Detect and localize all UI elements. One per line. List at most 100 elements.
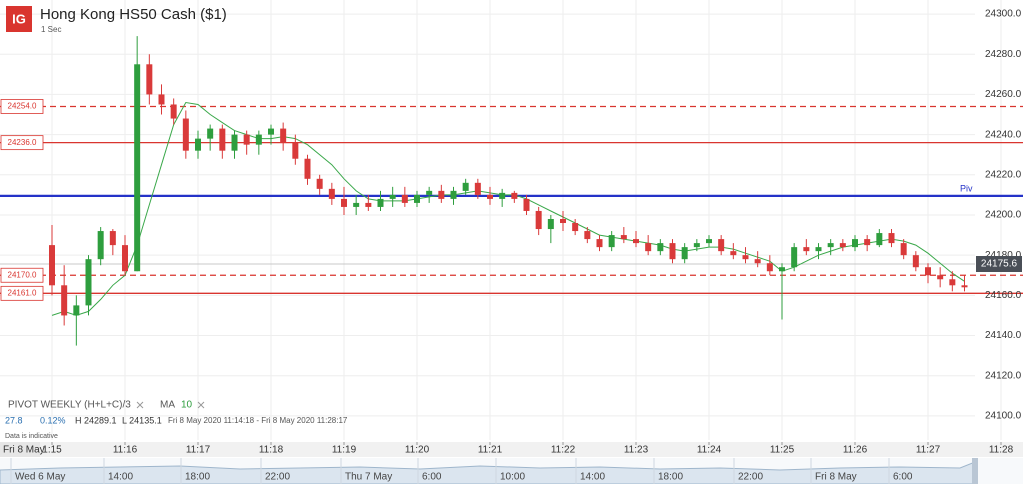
y-tick-label: 24220.0 <box>985 169 1022 180</box>
candle-body <box>389 194 396 199</box>
nav-label: Wed 6 May <box>15 472 65 483</box>
remove-icon[interactable] <box>197 401 205 409</box>
candle-body <box>231 134 238 151</box>
candle-body <box>864 239 871 246</box>
candle-body <box>438 190 445 199</box>
x-axis: 1:15 11:16 11:17 11:18 11:19 11:20 11:21 11:22 1… <box>42 442 1014 456</box>
candle-body <box>134 64 141 272</box>
x-tick-label: 1:15 <box>42 445 62 456</box>
chart-title: Hong Kong HS50 Cash ($1) <box>40 6 227 23</box>
x-tick-label: 11:19 <box>332 445 357 456</box>
candle-body <box>219 128 226 151</box>
remove-icon[interactable] <box>136 401 144 409</box>
candle-body <box>146 64 153 95</box>
nav-label: Fri 8 May <box>815 472 857 483</box>
candle-body <box>937 275 944 280</box>
candle-body <box>195 138 201 151</box>
level-label: 24254.0 <box>8 102 37 111</box>
nav-label: 22:00 <box>738 472 763 483</box>
nav-label: 10:00 <box>500 472 525 483</box>
candle-body <box>925 267 931 276</box>
logo <box>6 6 32 32</box>
candle-body <box>365 202 372 207</box>
candle-body <box>681 247 688 260</box>
candle-body <box>560 218 566 224</box>
candle-body <box>718 239 725 252</box>
candle-body <box>949 279 956 286</box>
candle-body <box>754 259 761 264</box>
y-tick-label: 24280.0 <box>985 49 1022 60</box>
candle-body <box>608 235 615 248</box>
candle-body <box>645 243 652 252</box>
candle-body <box>304 158 311 179</box>
candle-body <box>487 194 493 199</box>
time-range: Fri 8 May 2020 11:14:18 - Fri 8 May 2020… <box>168 416 348 425</box>
x-tick-label: 11:21 <box>478 445 503 456</box>
x-tick-label: 11:17 <box>186 445 211 456</box>
nav-label: 18:00 <box>658 472 683 483</box>
candle-body <box>316 178 323 189</box>
level-label-box <box>0 267 44 283</box>
marks <box>49 36 968 346</box>
nav-label: 6:00 <box>422 472 442 483</box>
x-tick-label: 11:26 <box>843 445 868 456</box>
change-pct: 0.12% <box>40 415 66 425</box>
candle-body <box>170 104 177 119</box>
candle-body <box>888 233 895 244</box>
x-tick-label: 11:20 <box>405 445 430 456</box>
candle-body <box>730 251 737 256</box>
x-tick-label: 11:24 <box>697 445 722 456</box>
x-tick-label: 11:18 <box>259 445 284 456</box>
y-tick-label: 24120.0 <box>985 370 1022 381</box>
candle-body <box>912 255 919 268</box>
nav-label: 22:00 <box>265 472 290 483</box>
candle-body <box>572 223 579 232</box>
pivot-indicator[interactable]: PIVOT WEEKLY (H+L+C)/3 <box>8 400 131 411</box>
candle-body <box>341 198 347 207</box>
change: 27.8 <box>5 415 23 425</box>
last-price-flag <box>976 256 1022 272</box>
time-axis-strip <box>0 442 1023 457</box>
ma-indicator[interactable]: MA <box>160 400 175 411</box>
note: Data is indicative <box>5 433 58 440</box>
nav-label: 18:00 <box>185 472 210 483</box>
candle-body <box>61 285 68 316</box>
candle-body <box>414 194 420 203</box>
y-tick-label: 24100.0 <box>985 411 1022 422</box>
interval: 1 Sec <box>41 25 61 34</box>
candle-body <box>182 118 189 151</box>
candle-body <box>280 128 287 143</box>
candle-body <box>328 188 335 199</box>
axis-date: Fri 8 May <box>3 445 45 456</box>
level-label: 24170.0 <box>8 270 37 279</box>
candle-body <box>584 231 591 240</box>
x-tick-label: 11:16 <box>113 445 138 456</box>
y-tick-label: 24180.0 <box>985 250 1022 261</box>
candle-body <box>462 182 469 191</box>
navigator-labels: Wed 6 May 14:00 18:00 22:00 Thu 7 May 6:00 10:… <box>10 458 913 484</box>
candle-body <box>535 210 542 230</box>
candle-body <box>633 239 639 244</box>
x-tick-label: 11:27 <box>916 445 941 456</box>
candle-body <box>207 128 214 139</box>
ma-period[interactable]: 10 <box>181 400 193 411</box>
level-label: 24161.0 <box>8 288 37 297</box>
logo-text: IG <box>12 11 26 26</box>
candle-body <box>815 247 822 252</box>
candle-body <box>474 182 481 195</box>
nav-label: 6:00 <box>893 472 913 483</box>
candle-body <box>97 231 104 260</box>
y-tick-label: 24260.0 <box>985 89 1022 100</box>
x-tick-label: 11:25 <box>770 445 795 456</box>
navigator-area <box>0 461 976 484</box>
candle-body <box>426 190 433 195</box>
x-tick-label: 11:28 <box>989 445 1014 456</box>
candle-body <box>255 134 262 145</box>
candle-body <box>523 198 530 211</box>
y-tick-label: 24160.0 <box>985 290 1022 301</box>
candle-body <box>852 239 858 248</box>
candle-body <box>377 198 384 207</box>
navigator-handle[interactable] <box>972 458 978 484</box>
y-tick-label: 24140.0 <box>985 330 1022 341</box>
candle-body <box>839 243 846 248</box>
